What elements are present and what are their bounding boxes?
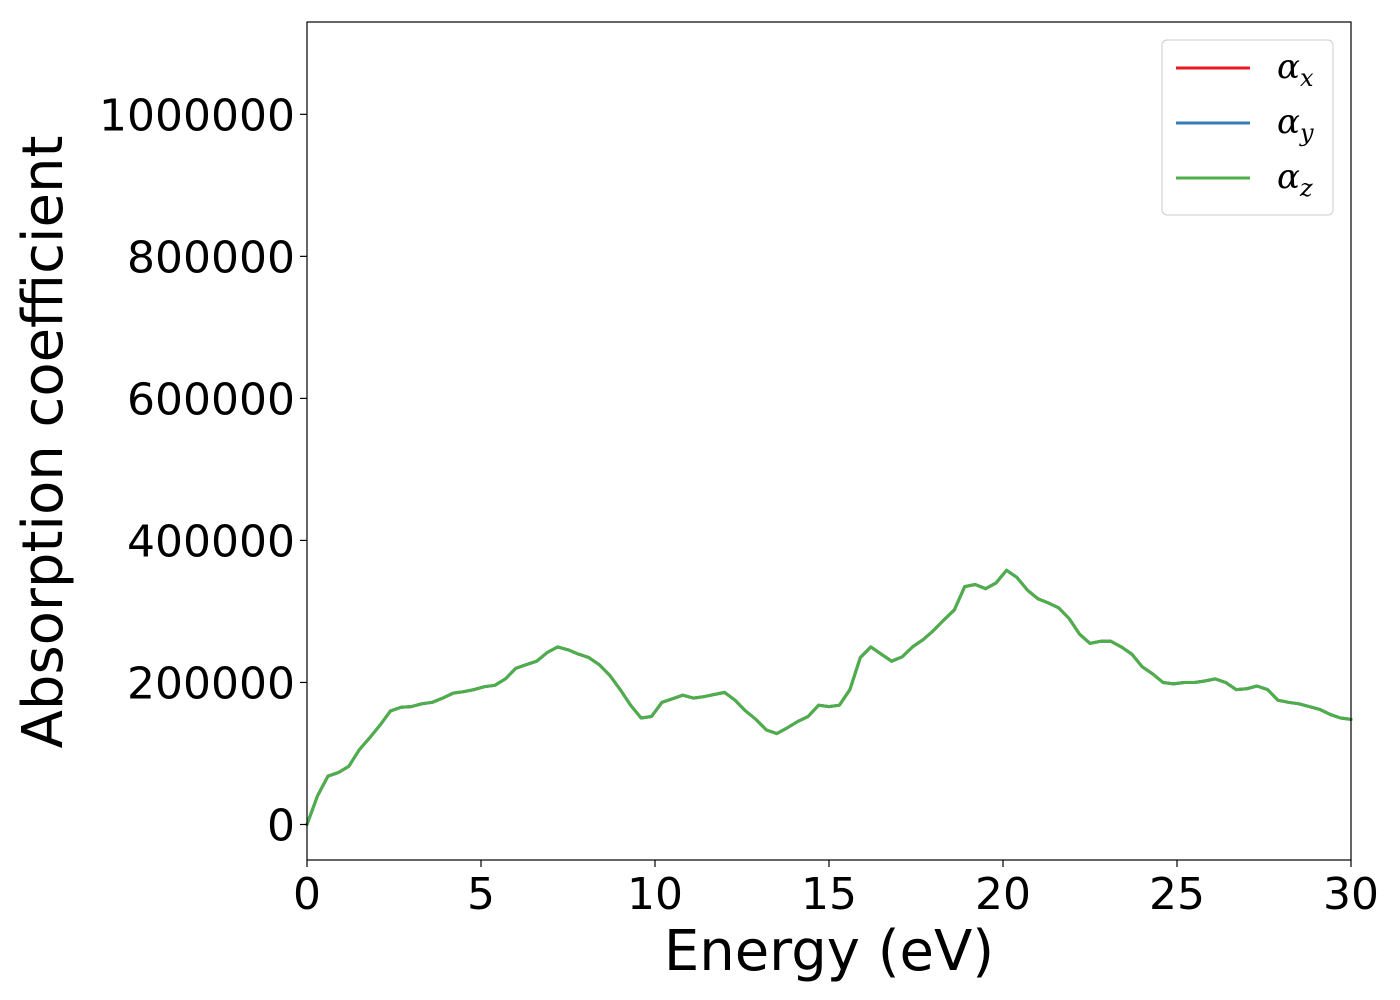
legend-box [1161,39,1334,216]
x-tick-label: 5 [467,869,495,920]
x-tick-label: 20 [975,869,1031,920]
legend: αx αy αz [1161,39,1334,216]
legend-label-y: αy [1277,102,1314,147]
x-tick-label: 10 [627,869,683,920]
x-axis-title: Energy (eV) [664,919,994,984]
y-axis-title: Absorption coefficient [11,136,76,749]
x-tick-label: 25 [1149,869,1205,920]
x-axis-ticks: 0 5 10 15 20 25 30 [293,860,1379,920]
y-tick-label: 600000 [127,374,295,425]
y-axis-ticks: 0 200000 400000 600000 800000 1000000 [99,90,307,851]
series-lines [305,568,1353,826]
y-tick-label: 1000000 [99,90,295,141]
x-tick-label: 30 [1323,869,1379,920]
x-tick-label: 15 [801,869,857,920]
y-tick-label: 200000 [127,658,295,709]
legend-label-x: αx [1277,47,1314,92]
x-tick-label: 0 [293,869,321,920]
series-line-z [305,568,1353,826]
y-tick-label: 800000 [127,232,295,283]
y-tick-label: 400000 [127,516,295,567]
legend-label-z: αz [1277,157,1313,202]
y-tick-label: 0 [267,800,295,851]
